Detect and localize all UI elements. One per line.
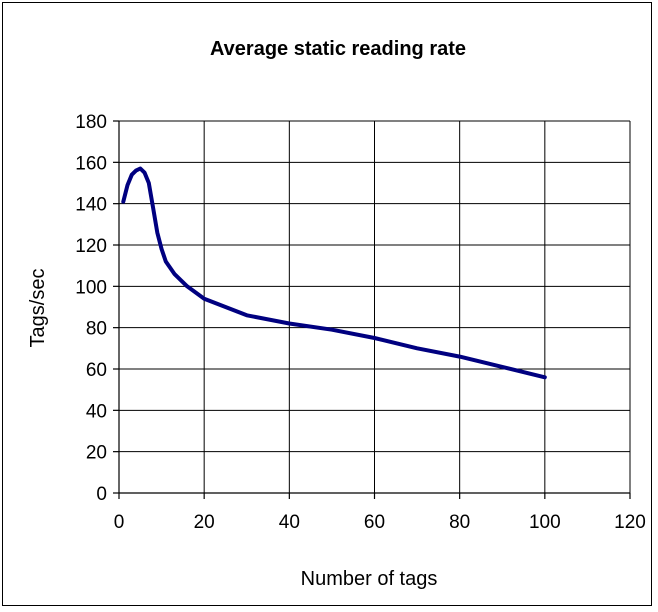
y-tick-label: 120 (75, 236, 107, 257)
x-axis-label: Number of tags (301, 568, 438, 590)
chart-frame: Average static reading rate 0 20 40 60 80 100… (2, 2, 652, 606)
y-tick-label: 140 (75, 195, 107, 216)
y-tick-label: 100 (75, 277, 107, 298)
x-tick-label: 100 (529, 512, 561, 533)
x-tick-label: 60 (364, 512, 385, 533)
x-tick-label: 20 (194, 512, 215, 533)
y-tick-label: 20 (86, 443, 107, 464)
y-tick-label: 180 (75, 112, 107, 133)
chart-title: Average static reading rate (210, 38, 466, 60)
y-tick-label: 80 (86, 319, 107, 340)
x-tick-label: 120 (614, 512, 646, 533)
gridlines (119, 120, 631, 493)
y-tick-label: 60 (86, 360, 107, 381)
x-tick-label: 40 (279, 512, 300, 533)
series-layer (121, 166, 547, 380)
y-tick-label: 40 (86, 401, 107, 422)
tick-labels: 0 20 40 60 80 100 120 140 160 180 0 20 40 60 80 100 120 (75, 112, 646, 533)
y-tick-label: 0 (96, 484, 107, 505)
x-tick-label: 0 (114, 512, 125, 533)
y-axis-label: Tags/sec (27, 269, 49, 348)
y-tick-label: 160 (75, 153, 107, 174)
axes (113, 120, 631, 499)
x-tick-label: 80 (449, 512, 470, 533)
line-chart: Average static reading rate 0 20 40 60 80 100… (27, 38, 646, 590)
series-line (121, 166, 547, 380)
